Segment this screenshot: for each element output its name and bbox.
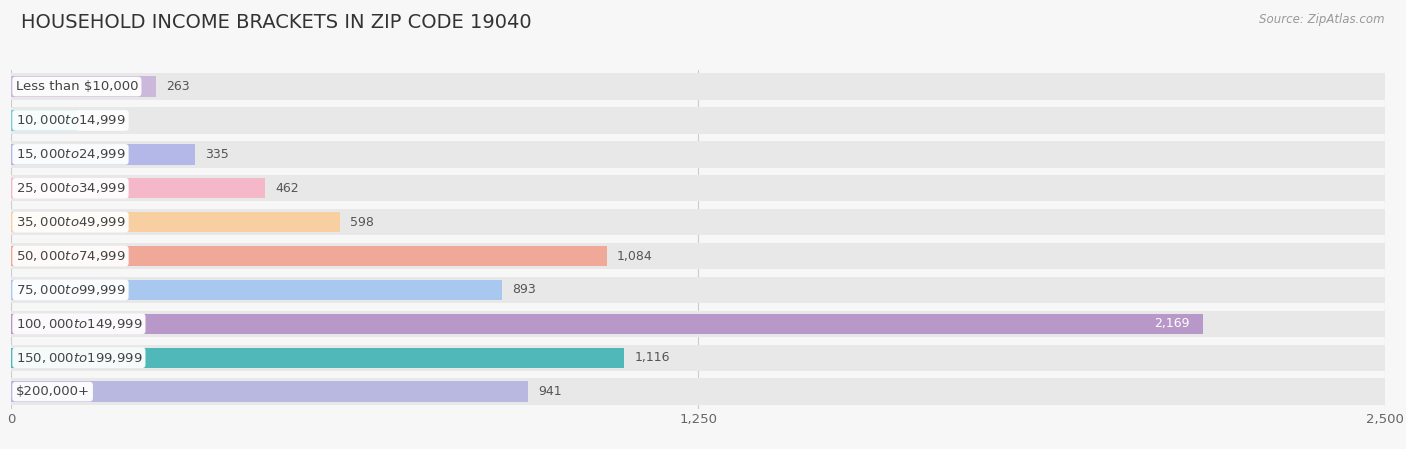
Text: 2,169: 2,169 xyxy=(1154,317,1189,330)
Bar xyxy=(11,243,1385,269)
Bar xyxy=(11,107,1385,134)
Text: 120: 120 xyxy=(87,114,111,127)
Text: $100,000 to $149,999: $100,000 to $149,999 xyxy=(15,317,142,331)
Text: $200,000+: $200,000+ xyxy=(15,385,90,398)
Bar xyxy=(11,246,607,266)
Bar xyxy=(11,280,502,300)
Bar xyxy=(11,379,1385,405)
Text: Less than $10,000: Less than $10,000 xyxy=(15,80,138,93)
Text: $10,000 to $14,999: $10,000 to $14,999 xyxy=(15,114,125,128)
Bar xyxy=(11,178,266,198)
Text: $50,000 to $74,999: $50,000 to $74,999 xyxy=(15,249,125,263)
Text: $75,000 to $99,999: $75,000 to $99,999 xyxy=(15,283,125,297)
Bar xyxy=(11,175,1385,202)
Text: 335: 335 xyxy=(205,148,229,161)
Text: 598: 598 xyxy=(350,216,374,229)
Text: 941: 941 xyxy=(538,385,562,398)
Bar xyxy=(11,209,1385,235)
Text: $35,000 to $49,999: $35,000 to $49,999 xyxy=(15,215,125,229)
Bar xyxy=(11,277,1385,303)
Text: Source: ZipAtlas.com: Source: ZipAtlas.com xyxy=(1260,13,1385,26)
Text: 1,116: 1,116 xyxy=(634,351,669,364)
Bar xyxy=(11,141,1385,167)
Text: 462: 462 xyxy=(276,182,298,195)
Text: 1,084: 1,084 xyxy=(617,250,652,263)
Bar xyxy=(11,212,340,232)
Bar xyxy=(11,76,156,97)
Bar xyxy=(11,344,1385,371)
Bar xyxy=(11,73,1385,100)
Bar xyxy=(11,110,77,131)
Text: 263: 263 xyxy=(166,80,190,93)
Text: $15,000 to $24,999: $15,000 to $24,999 xyxy=(15,147,125,161)
Bar xyxy=(11,311,1385,337)
Bar xyxy=(11,382,529,402)
Bar xyxy=(11,144,195,164)
Bar xyxy=(11,314,1204,334)
Text: 893: 893 xyxy=(512,283,536,296)
Bar xyxy=(11,348,624,368)
Text: HOUSEHOLD INCOME BRACKETS IN ZIP CODE 19040: HOUSEHOLD INCOME BRACKETS IN ZIP CODE 19… xyxy=(21,13,531,32)
Text: $25,000 to $34,999: $25,000 to $34,999 xyxy=(15,181,125,195)
Text: $150,000 to $199,999: $150,000 to $199,999 xyxy=(15,351,142,365)
